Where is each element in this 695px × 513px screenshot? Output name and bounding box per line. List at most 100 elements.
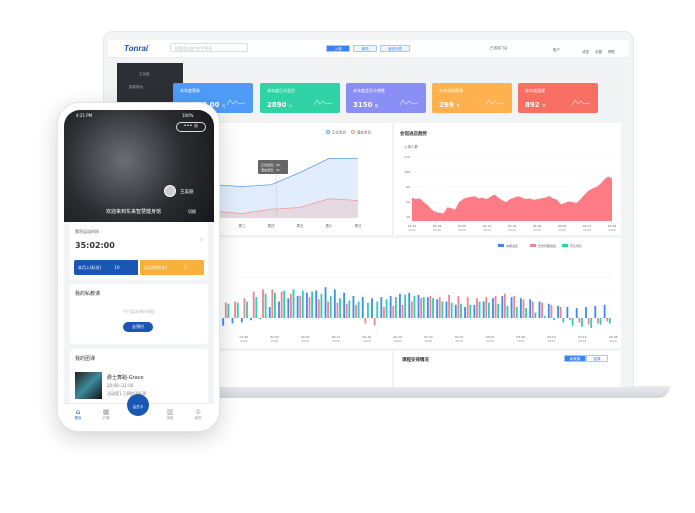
bar — [280, 291, 283, 318]
bar — [262, 289, 264, 318]
x-tick-label: 01.30 — [239, 335, 248, 339]
bar — [519, 298, 522, 318]
bar — [503, 293, 506, 318]
menu-capsule-button[interactable]: ••• ◎ — [176, 122, 206, 132]
logo: Tonrai — [124, 44, 149, 53]
tab-enter[interactable]: 入场 — [326, 45, 350, 52]
bar — [367, 302, 369, 318]
bar — [255, 297, 258, 318]
bar — [487, 302, 490, 318]
bar — [596, 318, 599, 324]
bar — [308, 297, 311, 318]
bar — [339, 298, 341, 318]
bar — [320, 293, 323, 318]
search-input[interactable]: 搜索会员姓名/手机号 — [170, 43, 248, 52]
card-value: 892 — [525, 101, 540, 109]
x-tick-label: 03.10 — [547, 335, 556, 339]
bar — [345, 303, 348, 318]
bar — [469, 304, 472, 318]
nav-booking[interactable]: ▦ 约课 — [102, 408, 110, 420]
bar-chart-panel: 本期进店历史同期进店环比增长01.26202001.30202002.03202… — [208, 238, 621, 348]
bar — [292, 289, 295, 318]
group-course-button[interactable]: 团课 — [586, 355, 608, 362]
stat-card[interactable]: 本年度会员卡销售 3150 张 — [346, 83, 426, 113]
bar — [569, 318, 571, 321]
bar — [394, 297, 397, 318]
card-unit: 节 — [456, 104, 460, 108]
nav-home[interactable]: ⌂ 首页 — [74, 408, 82, 420]
tab-back[interactable]: 返回列表 — [380, 45, 410, 52]
bar — [575, 308, 578, 318]
bar — [436, 299, 439, 318]
bar — [333, 289, 336, 318]
bar — [580, 318, 583, 327]
help-icon[interactable]: 帮助 — [608, 50, 615, 54]
nav-mine[interactable]: ♔ 我的 — [194, 408, 202, 420]
card-title: 本年度会员卡销售 — [353, 88, 385, 93]
traffic-chart-panel: 会馆进店趋势 入场人数 10 50 90 130 170 01.22 2020 01.29 2020… — [394, 123, 621, 235]
card-title: 本年度营收 — [180, 88, 200, 93]
bar — [494, 296, 497, 318]
card-title: 本年度私教课 — [439, 88, 463, 93]
bar — [246, 301, 248, 318]
legend-marker — [562, 244, 568, 247]
bar — [566, 307, 569, 318]
avatar[interactable] — [164, 185, 176, 197]
bar — [482, 301, 485, 318]
bar — [531, 301, 534, 318]
nav-venue[interactable]: ▥ 场馆 — [166, 408, 174, 420]
x-tick-label: 02.26 — [533, 224, 542, 228]
card-value: 3150 — [353, 101, 373, 109]
bell-icon[interactable]: 消息 — [582, 50, 589, 54]
bar — [543, 315, 546, 318]
series-line — [212, 158, 358, 187]
series-area — [213, 158, 358, 218]
legend-marker — [530, 244, 536, 247]
bar — [383, 307, 385, 318]
sidebar-item[interactable]: 智能前台 — [129, 85, 143, 89]
bar — [243, 298, 246, 318]
bar — [599, 318, 602, 325]
stat-card[interactable]: 本年度正式会员 2890 人 — [260, 83, 340, 113]
rank-stat[interactable]: 当月排名(名) 5 — [140, 260, 204, 275]
stat-card[interactable]: 本年度团课 892 节 — [518, 83, 598, 113]
bar — [578, 318, 581, 323]
bar — [510, 297, 513, 318]
bar — [515, 307, 518, 318]
x-tick-label: 02.11 — [332, 335, 341, 339]
bar — [315, 290, 318, 318]
y-tick-label: 130 — [404, 170, 410, 174]
x-tick-year: 2020 — [394, 339, 402, 343]
phone-frame: 4:21 PM 100% ••• ◎ 王美丽 欢迎来到东来智慧健身馆 切换 累积… — [57, 102, 220, 432]
gear-icon[interactable]: 设置 — [595, 50, 602, 54]
bar — [538, 301, 541, 318]
x-tick-label: 03.18 — [609, 335, 618, 339]
private-course-button[interactable]: 私教课 — [564, 355, 586, 362]
card-unit: 人 — [288, 104, 293, 108]
hero-image: 4:21 PM 100% ••• ◎ 王美丽 欢迎来到东来智慧健身馆 切换 — [64, 110, 214, 222]
account-menu[interactable]: 账户 — [553, 48, 560, 52]
x-tick-year: 2020 — [578, 339, 586, 343]
entry-stat[interactable]: 本月入场(次) 10 — [74, 260, 138, 275]
sidebar-section: 主功能 — [139, 72, 150, 76]
bar — [445, 301, 448, 318]
store-select[interactable]: 已选择门店 — [490, 46, 508, 50]
bar — [324, 287, 327, 318]
stat-card[interactable]: 本年度私教课 299 节 — [432, 83, 512, 113]
card-title: 本年度团课 — [525, 88, 545, 93]
class-name[interactable]: 爵士舞蹈-Grace — [107, 375, 144, 381]
phone-screen: 4:21 PM 100% ••• ◎ 王美丽 欢迎来到东来智慧健身馆 切换 累积… — [64, 110, 214, 428]
bar — [329, 296, 332, 318]
x-tick-label: 02.03 — [270, 335, 279, 339]
x-tick-label: 02.23 — [424, 335, 433, 339]
x-tick-year: 2020 — [583, 228, 591, 232]
bar — [336, 302, 339, 318]
bar — [343, 292, 346, 318]
switch-link[interactable]: 切换 — [188, 209, 196, 214]
sport-card[interactable]: 累积运动时间 35:02:00 › 本月入场(次) 10 当月排名(名) 5 — [70, 222, 208, 280]
bar — [348, 300, 351, 318]
book-button[interactable]: 去预约 — [123, 322, 153, 332]
tab-leave[interactable]: 离场 — [353, 45, 377, 52]
x-tick-label: 03.02 — [486, 335, 495, 339]
nav-member-card[interactable]: 会员卡 — [127, 394, 149, 416]
